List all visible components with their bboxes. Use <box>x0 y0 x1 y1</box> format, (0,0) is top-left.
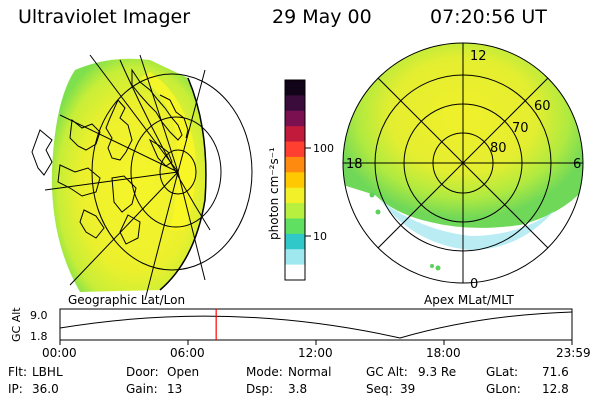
date-label: 29 May 00 <box>272 6 372 28</box>
xtick-1800: 18:00 <box>426 346 461 360</box>
info-seq-value: 39 <box>400 382 416 396</box>
info-mode-value: Normal <box>288 365 332 379</box>
info-filter-value: LBHL <box>32 365 63 379</box>
mlt-bottom-label: 0 <box>470 277 478 292</box>
apex-polar-image <box>342 42 584 284</box>
colorbar-swatch <box>285 218 305 235</box>
altitude-ytick-low: 1.8 <box>30 330 48 343</box>
colorbar-swatch <box>285 233 305 250</box>
altitude-ytick-high: 9.0 <box>30 309 48 322</box>
continent-outline <box>31 68 189 245</box>
colorbar-swatch <box>285 264 305 281</box>
mlt-left-label: 18 <box>346 157 363 172</box>
info-glat-label: GLat: <box>486 365 519 379</box>
colorbar-swatch <box>285 95 305 112</box>
info-gain-label: Gain: <box>126 382 158 396</box>
colorbar-swatch <box>285 141 305 158</box>
colorbar-swatch <box>285 172 305 189</box>
colorbar <box>284 79 311 281</box>
colorbar-swatch <box>285 80 305 96</box>
info-door-label: Door: <box>126 365 159 379</box>
info-dsp-value: 3.8 <box>288 382 308 396</box>
lat-label-60: 60 <box>534 99 551 114</box>
info-glon-label: GLon: <box>486 382 521 396</box>
xtick-0600: 06:00 <box>170 346 205 360</box>
info-dsp-label: Dsp: <box>246 382 274 396</box>
apex-panel-label: Apex MLat/MLT <box>424 293 514 307</box>
info-glon-value: 12.8 <box>542 382 569 396</box>
xtick-2359: 23:59 <box>556 346 591 360</box>
xtick-1200: 12:00 <box>298 346 333 360</box>
colorbar-swatch <box>285 187 305 204</box>
info-filter-label: Flt: <box>8 365 27 379</box>
geographic-image <box>31 54 253 301</box>
colorbar-swatch <box>285 126 305 143</box>
geographic-panel-label: Geographic Lat/Lon <box>68 293 186 307</box>
info-ip-label: IP: <box>8 382 23 396</box>
mlt-right-label: 6 <box>573 157 581 172</box>
mlt-top-label: 12 <box>470 49 487 64</box>
colorbar-unit-label: photon cm⁻²s⁻¹ <box>267 147 281 240</box>
colorbar-tick-10: 10 <box>313 230 327 243</box>
time-label: 07:20:56 UT <box>430 6 547 28</box>
info-gain-value: 13 <box>167 382 183 396</box>
info-seq-label: Seq: <box>366 382 393 396</box>
colorbar-swatch <box>285 110 305 127</box>
geographic-grid <box>44 54 253 301</box>
polar-grid <box>342 42 584 284</box>
colorbar-tick-100: 100 <box>313 142 334 155</box>
colorbar-swatch <box>285 156 305 173</box>
instrument-title: Ultraviolet Imager <box>18 6 191 28</box>
xtick-0000: 00:00 <box>42 346 77 360</box>
info-ip-value: 36.0 <box>32 382 59 396</box>
colorbar-swatch <box>285 249 305 266</box>
lat-label-80: 80 <box>490 141 507 156</box>
altitude-plot <box>59 308 573 345</box>
info-gcalt-label: GC Alt: <box>366 365 408 379</box>
info-gcalt-value: 9.3 Re <box>418 365 457 379</box>
colorbar-swatch <box>285 203 305 219</box>
altitude-ylabel: GC Alt <box>10 307 23 342</box>
info-mode-label: Mode: <box>246 365 283 379</box>
lat-label-70: 70 <box>512 121 529 136</box>
info-door-value: Open <box>167 365 200 379</box>
info-glat-value: 71.6 <box>542 365 569 379</box>
